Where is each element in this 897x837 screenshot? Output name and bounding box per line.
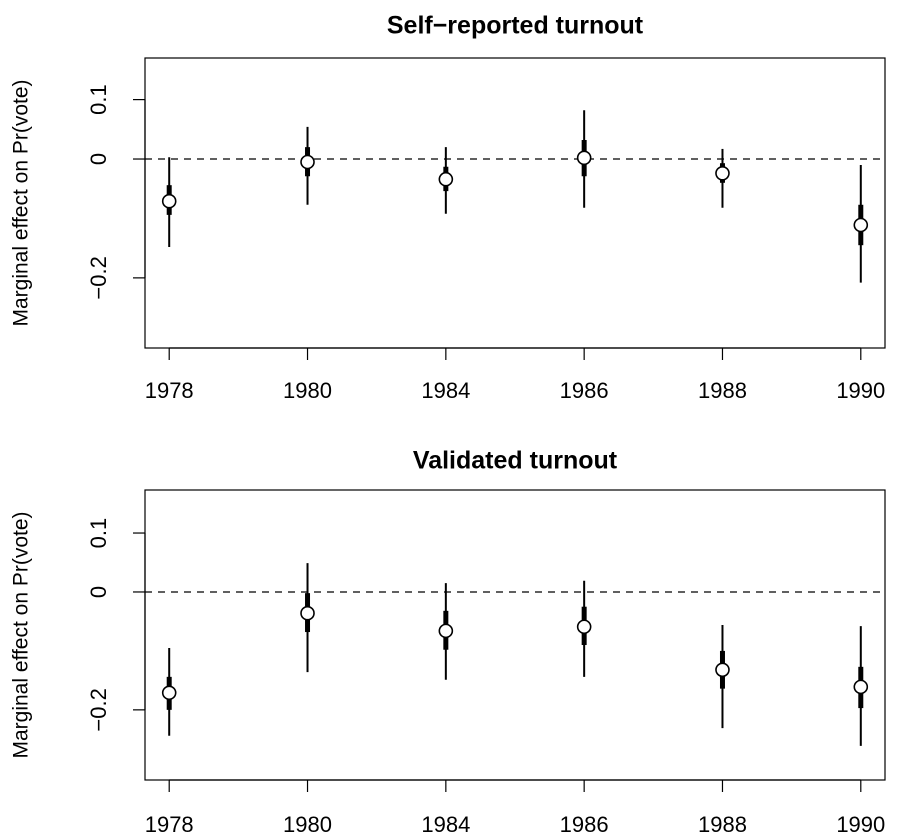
y-tick-label: 0.1 xyxy=(86,84,111,115)
plot-frame xyxy=(144,57,886,349)
y-axis-label: Marginal effect on Pr(vote) xyxy=(10,79,33,326)
y-tick-label: −0.2 xyxy=(86,256,111,299)
point-estimate xyxy=(715,165,730,181)
x-tick-label: 1984 xyxy=(421,378,470,403)
point-estimate xyxy=(438,623,454,639)
y-tick-label: 0.1 xyxy=(86,518,111,549)
y-tick-label: −0.2 xyxy=(86,688,111,731)
point-estimate xyxy=(576,619,592,635)
y-tick-label: 0 xyxy=(86,586,111,598)
x-tick-label: 1980 xyxy=(283,812,332,837)
x-tick-label: 1988 xyxy=(698,378,747,403)
point-estimate xyxy=(576,150,592,166)
x-tick-label: 1990 xyxy=(836,812,885,837)
y-axis-label: Marginal effect on Pr(vote) xyxy=(10,511,33,758)
x-tick-label: 1984 xyxy=(421,812,470,837)
x-tick-label: 1986 xyxy=(560,378,609,403)
x-tick-label: 1980 xyxy=(283,378,332,403)
y-tick-label: 0 xyxy=(86,153,111,165)
x-tick-label: 1978 xyxy=(145,378,194,403)
point-estimate xyxy=(161,685,177,701)
point-estimate xyxy=(161,193,177,209)
x-tick-label: 1988 xyxy=(698,812,747,837)
plot-frame xyxy=(144,489,886,781)
point-estimate xyxy=(853,679,869,695)
point-estimate xyxy=(853,217,869,233)
point-estimate xyxy=(300,154,315,170)
point-estimate xyxy=(715,662,730,678)
x-tick-label: 1986 xyxy=(560,812,609,837)
point-estimate xyxy=(300,605,315,621)
x-tick-label: 1990 xyxy=(836,378,885,403)
chart-title: Validated turnout xyxy=(413,447,618,475)
point-estimate xyxy=(438,171,454,187)
x-tick-label: 1978 xyxy=(145,812,194,837)
chart-title: Self−reported turnout xyxy=(387,12,644,40)
